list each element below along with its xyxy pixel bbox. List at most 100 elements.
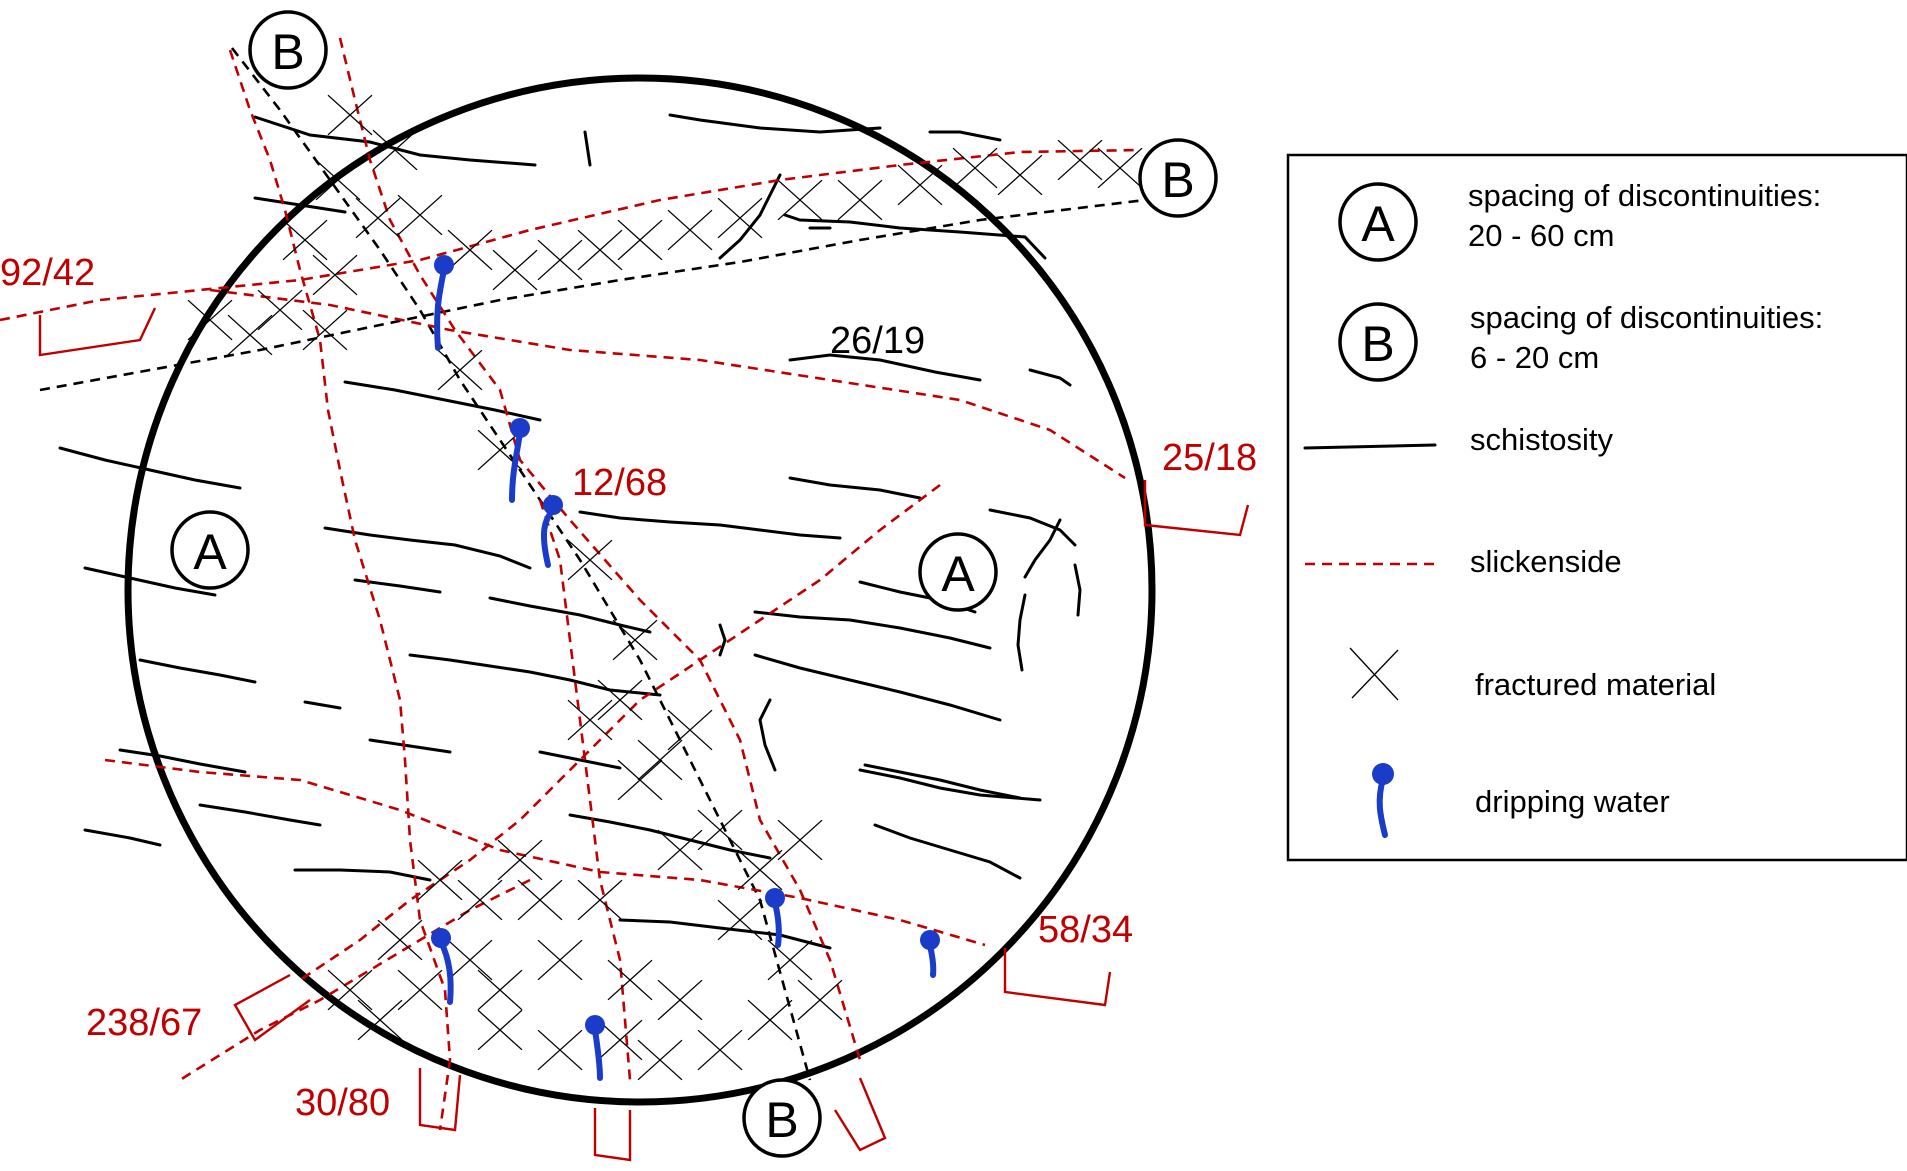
water-drip-7	[920, 930, 940, 978]
water-drip-2	[509, 418, 530, 503]
orientation-label-26-19: 26/19	[830, 320, 925, 362]
water-drip-6	[765, 888, 785, 948]
fracture-cross-54	[747, 999, 793, 1041]
fracture-cross-24	[187, 299, 233, 341]
fracture-cross-60	[377, 919, 423, 961]
legend-fractured-label: fractured material	[1475, 667, 1716, 702]
fracture-cross-51	[597, 1019, 643, 1061]
legend-item-b: B spacing of discontinuities: 6 - 20 cm	[1338, 300, 1823, 382]
fracture-cross-4	[282, 219, 328, 261]
fractured-material-crosses	[187, 94, 1143, 1081]
legend-slickenside-label: slickenside	[1470, 544, 1622, 579]
svg-text:B: B	[1361, 316, 1394, 372]
fracture-cross-37	[737, 849, 783, 891]
fracture-cross-17	[897, 164, 943, 206]
fracture-cross-40	[767, 939, 813, 981]
fracture-cross-61	[327, 969, 373, 1011]
orientation-label-25-18: 25/18	[1162, 437, 1257, 479]
water-drip-5	[585, 1015, 605, 1081]
fracture-cross-41	[797, 979, 843, 1021]
fracture-cross-48	[357, 999, 403, 1041]
fracture-cross-39	[717, 899, 763, 941]
fracture-cross-42	[657, 979, 703, 1021]
legend-item-slickenside: slickenside	[1305, 544, 1622, 579]
legend-schistosity-label: schistosity	[1470, 422, 1613, 457]
svg-text:B: B	[271, 24, 304, 80]
fracture-cross-14	[717, 197, 763, 239]
water-drip-3	[540, 495, 563, 568]
legend-box	[1286, 153, 1907, 862]
zone-marker-b-right: B	[1138, 138, 1218, 218]
fracture-cross-28	[567, 539, 613, 581]
fracture-cross-46	[447, 939, 493, 981]
fracture-cross-25	[227, 314, 273, 356]
schistosity-lines	[58, 113, 1082, 950]
fracture-cross-47	[397, 969, 443, 1011]
fracture-cross-57	[457, 879, 503, 921]
fracture-cross-52	[637, 1039, 683, 1081]
fracture-cross-43	[607, 959, 653, 1001]
legend-b-line1: spacing of discontinuities:	[1470, 300, 1823, 335]
legend-a-line2: 20 - 60 cm	[1468, 218, 1614, 253]
fracture-cross-26	[437, 349, 483, 391]
legend-a-line1: spacing of discontinuities:	[1468, 178, 1821, 213]
fracture-cross-56	[577, 879, 623, 921]
orientation-label-12-68: 12/68	[572, 462, 667, 504]
fracture-cross-8	[447, 229, 493, 271]
fracture-cross-19	[997, 154, 1043, 196]
fracture-cross-16	[837, 179, 883, 221]
legend-b-line2: 6 - 20 cm	[1470, 340, 1599, 375]
svg-text:A: A	[1361, 196, 1395, 252]
zone-marker-a-right: A	[918, 532, 998, 612]
fracture-cross-9	[492, 249, 538, 291]
zone-marker-b-top: B	[248, 10, 328, 90]
legend-item-dripping: dripping water	[1372, 763, 1670, 838]
fracture-cross-21	[1097, 147, 1143, 189]
zone-marker-b-bottom: B	[742, 1078, 822, 1158]
fracture-cross-5	[312, 254, 358, 296]
fracture-cross-22	[257, 289, 303, 331]
fracture-cross-36	[657, 829, 703, 871]
fracture-cross-49	[477, 1009, 523, 1051]
fracture-cross-38	[777, 819, 823, 861]
fracture-cross-18	[952, 147, 998, 189]
orientation-label-30-80: 30/80	[295, 1082, 390, 1124]
svg-text:B: B	[1161, 152, 1194, 208]
fracture-cross-55	[517, 879, 563, 921]
slickenside-lines	[0, 37, 1141, 1131]
fracture-cross-34	[617, 759, 663, 801]
orientation-label-58-34: 58/34	[1038, 909, 1133, 951]
fracture-cross-45	[477, 969, 523, 1011]
legend: A spacing of discontinuities: 20 - 60 cm…	[1286, 153, 1907, 862]
tunnel-face-outline	[124, 74, 1156, 1106]
black-dashed-lines	[39, 47, 1146, 1081]
fracture-cross-32	[637, 739, 683, 781]
fracture-cross-58	[497, 839, 543, 881]
fracture-cross-7	[397, 194, 443, 236]
fracture-cross-33	[567, 699, 613, 741]
fracture-cross-13	[667, 209, 713, 251]
water-drip-1	[434, 255, 454, 351]
fracture-cross-20	[1057, 139, 1103, 181]
legend-item-a: A spacing of discontinuities: 20 - 60 cm	[1338, 178, 1821, 262]
legend-item-schistosity: schistosity	[1303, 422, 1613, 457]
dripping-water-symbols	[431, 255, 940, 1081]
fracture-cross-53	[697, 1029, 743, 1071]
fracture-cross-44	[537, 939, 583, 981]
water-drip-4	[431, 928, 454, 1005]
svg-text:A: A	[941, 546, 975, 602]
fracture-cross-30	[597, 679, 643, 721]
fracture-cross-31	[667, 709, 713, 751]
legend-dripping-label: dripping water	[1475, 784, 1670, 819]
fracture-cross-15	[777, 179, 823, 221]
orientation-label-92-42: 92/42	[0, 252, 95, 294]
fracture-cross-23	[302, 309, 348, 351]
orientation-label-238-67: 238/67	[86, 1002, 202, 1044]
svg-text:B: B	[765, 1092, 798, 1148]
fracture-cross-1	[327, 94, 373, 136]
fracture-cross-3	[315, 159, 361, 201]
orientation-symbols	[38, 307, 1250, 1162]
fracture-cross-50	[537, 1029, 583, 1071]
fracture-cross-10	[537, 239, 583, 281]
